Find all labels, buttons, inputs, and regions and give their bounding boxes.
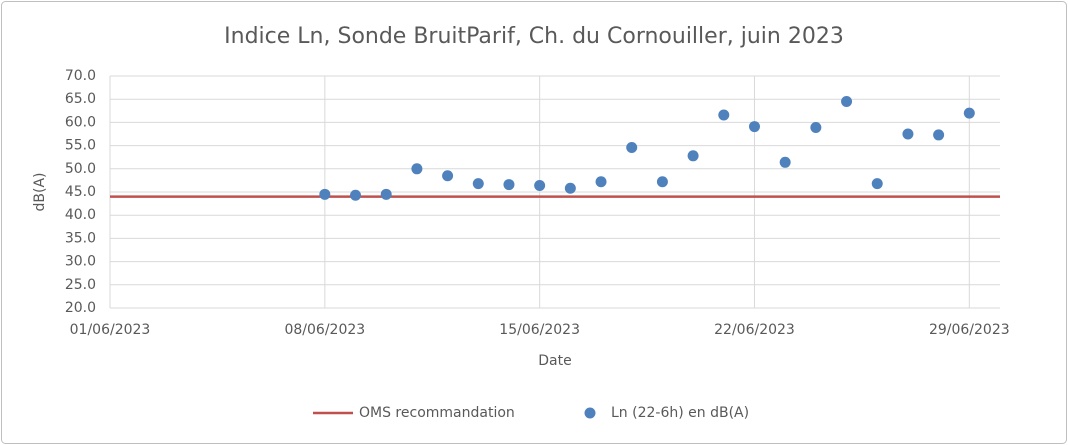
legend-label: OMS recommandation <box>359 405 515 421</box>
data-point <box>779 156 791 168</box>
y-tick-label: 70.0 <box>65 68 96 84</box>
y-axis-label: dB(A) <box>32 173 48 212</box>
data-point <box>687 150 699 162</box>
legend-label: Ln (22-6h) en dB(A) <box>611 405 749 421</box>
y-tick-label: 60.0 <box>65 114 96 130</box>
data-point <box>626 141 638 153</box>
data-point <box>841 96 853 108</box>
data-point <box>810 122 822 134</box>
x-tick-label: 15/06/2023 <box>499 322 580 338</box>
x-tick-label: 08/06/2023 <box>284 322 365 338</box>
y-tick-label: 50.0 <box>65 161 96 177</box>
x-axis-label: Date <box>538 353 571 369</box>
data-point <box>472 178 484 190</box>
data-point <box>350 189 362 201</box>
data-point <box>902 128 914 140</box>
data-point <box>656 176 668 188</box>
y-tick-label: 55.0 <box>65 138 96 154</box>
data-point <box>380 188 392 200</box>
data-point <box>718 109 730 121</box>
y-tick-label: 45.0 <box>65 184 96 200</box>
data-point <box>442 170 454 182</box>
data-point <box>871 178 883 190</box>
y-tick-label: 65.0 <box>65 91 96 107</box>
data-point <box>503 179 515 191</box>
data-point <box>933 129 945 141</box>
data-point <box>595 176 607 188</box>
data-point <box>963 107 975 119</box>
y-tick-label: 30.0 <box>65 254 96 270</box>
legend-swatch <box>584 407 596 419</box>
x-tick-label: 01/06/2023 <box>70 322 151 338</box>
chart-title: Indice Ln, Sonde BruitParif, Ch. du Corn… <box>224 24 844 49</box>
y-tick-label: 20.0 <box>65 300 96 316</box>
y-tick-label: 40.0 <box>65 207 96 223</box>
x-tick-label: 22/06/2023 <box>714 322 795 338</box>
data-point <box>534 180 546 192</box>
data-point <box>411 163 423 175</box>
data-point <box>319 188 331 200</box>
data-point <box>564 182 576 194</box>
x-tick-label: 29/06/2023 <box>929 322 1010 338</box>
data-point <box>748 121 760 133</box>
y-tick-label: 25.0 <box>65 277 96 293</box>
y-tick-label: 35.0 <box>65 230 96 246</box>
